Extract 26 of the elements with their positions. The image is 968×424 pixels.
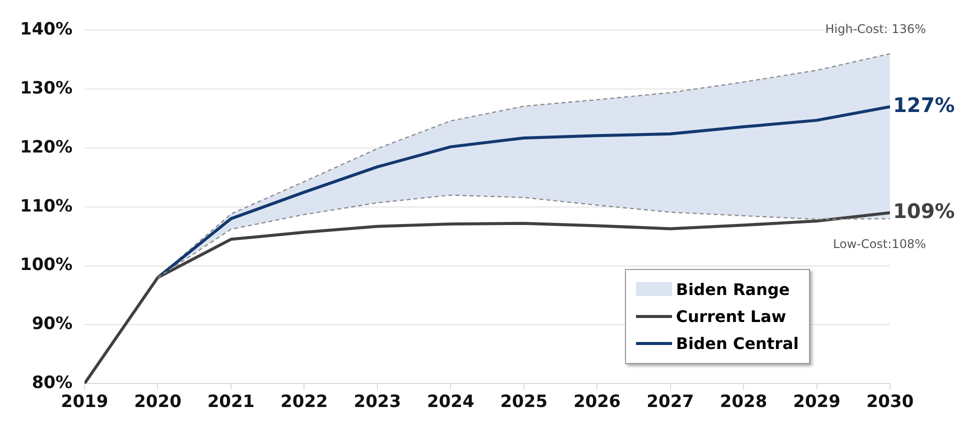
x-tick-label: 2028 xyxy=(720,392,768,412)
annotation: High-Cost: 136% xyxy=(825,22,926,36)
legend-label: Current Law xyxy=(676,306,786,328)
y-tick-label: 120% xyxy=(20,137,73,158)
x-tick-label: 2027 xyxy=(646,392,694,412)
annotation: Low-Cost:108% xyxy=(833,236,926,251)
y-tick-label: 90% xyxy=(32,314,73,334)
x-tick-label: 2025 xyxy=(500,392,548,412)
x-tick-label: 2024 xyxy=(426,392,474,412)
x-tick-label: 2020 xyxy=(134,392,182,412)
x-tick-label: 2022 xyxy=(280,392,328,412)
y-tick-label: 130% xyxy=(20,78,73,99)
x-tick-label: 2026 xyxy=(573,392,621,412)
data-label: 109% xyxy=(893,198,955,223)
y-tick-label: 110% xyxy=(20,196,73,216)
x-tick-label: 2023 xyxy=(354,392,402,412)
x-tick-label: 2030 xyxy=(866,392,914,412)
y-tick-label: 80% xyxy=(32,373,73,394)
legend-label: Biden Range xyxy=(676,278,790,301)
x-tick-label: 2021 xyxy=(207,392,255,412)
x-tick-label: 2019 xyxy=(60,392,108,412)
legend-label: Biden Central xyxy=(676,332,799,355)
data-label: 127% xyxy=(893,92,955,117)
y-tick-label: 140% xyxy=(20,20,73,40)
x-tick-label: 2029 xyxy=(793,392,840,412)
y-tick-label: 100% xyxy=(20,255,73,276)
